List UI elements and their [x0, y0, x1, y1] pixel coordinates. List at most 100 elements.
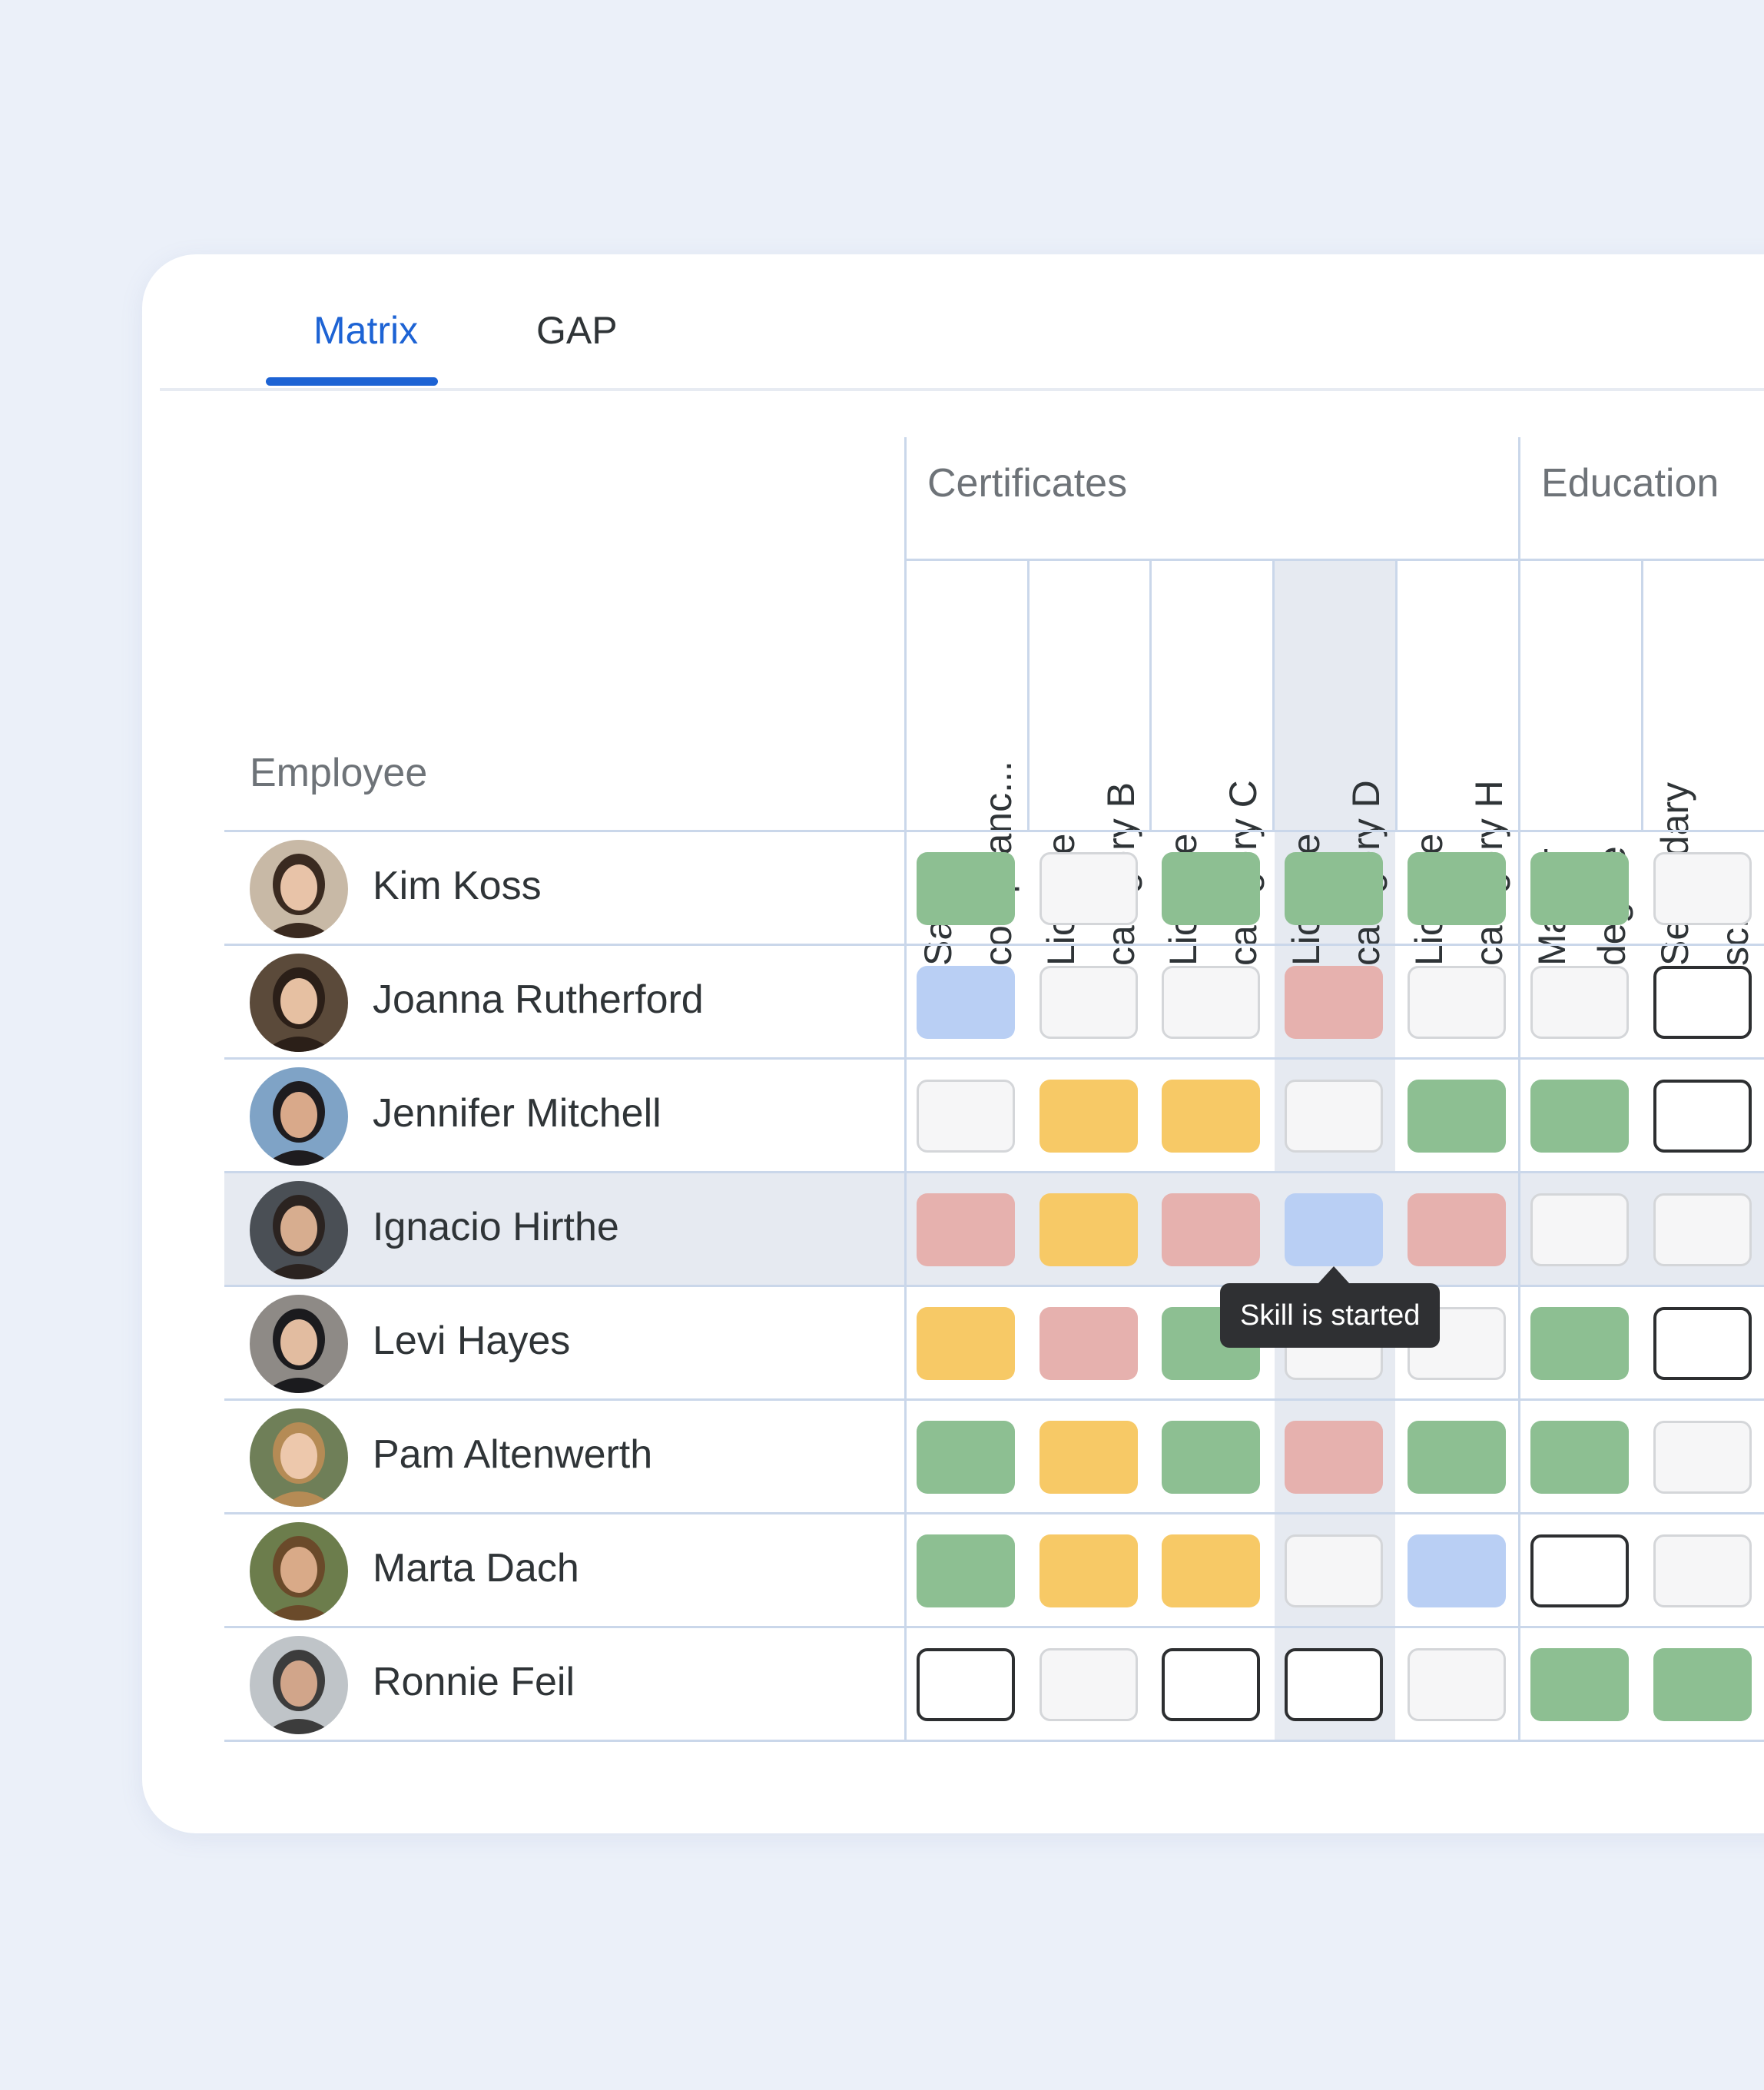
skill-cell-yellow[interactable] — [1162, 1080, 1260, 1153]
employee-name[interactable]: Marta Dach — [373, 1546, 579, 1591]
column-header: License category B — [1030, 559, 1152, 966]
row-divider — [224, 1512, 1764, 1514]
skill-cell-empty[interactable] — [1653, 852, 1752, 925]
group-header-certificates: Certificates — [927, 461, 1128, 506]
skill-cell-green[interactable] — [917, 1421, 1015, 1494]
skill-cell-yellow[interactable] — [1040, 1080, 1138, 1153]
skill-cell-green[interactable] — [1162, 1421, 1260, 1494]
skill-cell-green[interactable] — [1530, 1080, 1629, 1153]
skill-cell-green[interactable] — [1285, 852, 1383, 925]
skill-cell-yellow[interactable] — [1040, 1193, 1138, 1266]
row-divider — [224, 1398, 1764, 1401]
skill-cell-blue[interactable] — [1408, 1534, 1506, 1607]
skill-cell-outline[interactable] — [1530, 1534, 1629, 1607]
skill-cell-outline[interactable] — [1285, 1648, 1383, 1721]
skill-cell-empty[interactable] — [1285, 1534, 1383, 1607]
employee-name[interactable]: Ignacio Hirthe — [373, 1205, 619, 1249]
avatar-photo — [250, 1181, 348, 1279]
row-divider — [224, 1171, 1764, 1173]
tooltip-arrow — [1318, 1266, 1349, 1283]
skill-cell-yellow[interactable] — [1162, 1534, 1260, 1607]
skill-cell-outline[interactable] — [1653, 1307, 1752, 1380]
skill-cell-red[interactable] — [1285, 966, 1383, 1039]
table-header-divider — [224, 830, 1764, 832]
skill-cell-empty[interactable] — [1530, 1193, 1629, 1266]
skill-cell-green[interactable] — [1653, 1648, 1752, 1721]
column-header: License category D — [1275, 559, 1398, 966]
column-header-label-wrap: License category B — [1030, 712, 1152, 989]
skill-cell-red[interactable] — [1408, 1193, 1506, 1266]
column-header-label-wrap: License category C — [1152, 712, 1275, 989]
skill-cell-empty[interactable] — [1408, 966, 1506, 1039]
skill-cell-green[interactable] — [1530, 1307, 1629, 1380]
skill-cell-red[interactable] — [917, 1193, 1015, 1266]
employee-avatar — [250, 1522, 348, 1621]
employee-avatar — [250, 1181, 348, 1279]
skill-cell-green[interactable] — [1408, 852, 1506, 925]
employee-name[interactable]: Joanna Rutherford — [373, 977, 704, 1022]
employee-avatar — [250, 840, 348, 938]
group-divider — [1518, 437, 1520, 1742]
skill-cell-yellow[interactable] — [1040, 1534, 1138, 1607]
tab-gap[interactable]: GAP — [536, 309, 618, 352]
employee-name[interactable]: Kim Koss — [373, 864, 542, 908]
employee-avatar — [250, 1408, 348, 1507]
column-header-label-wrap: Secondary school — [1643, 712, 1764, 989]
skill-cell-empty[interactable] — [1162, 966, 1260, 1039]
row-divider — [224, 1740, 1764, 1742]
row-divider — [224, 1057, 1764, 1060]
skill-cell-empty[interactable] — [1040, 852, 1138, 925]
skill-cell-blue[interactable] — [1285, 1193, 1383, 1266]
skill-cell-green[interactable] — [917, 852, 1015, 925]
skill-cell-green[interactable] — [1408, 1080, 1506, 1153]
skill-cell-empty[interactable] — [1040, 1648, 1138, 1721]
skill-cell-empty[interactable] — [1653, 1193, 1752, 1266]
skill-cell-outline[interactable] — [917, 1648, 1015, 1721]
skill-cell-empty[interactable] — [917, 1080, 1015, 1153]
skill-cell-outline[interactable] — [1162, 1648, 1260, 1721]
skill-cell-empty[interactable] — [1040, 966, 1138, 1039]
skill-cell-green[interactable] — [1408, 1421, 1506, 1494]
skill-cell-red[interactable] — [1040, 1307, 1138, 1380]
tab-matrix[interactable]: Matrix — [313, 309, 419, 352]
skill-cell-outline[interactable] — [1653, 966, 1752, 1039]
employee-avatar — [250, 954, 348, 1052]
skill-cell-outline[interactable] — [1653, 1080, 1752, 1153]
column-header: Secondary school — [1643, 559, 1764, 966]
skill-cell-red[interactable] — [1285, 1421, 1383, 1494]
column-divider — [1149, 559, 1152, 832]
skill-cell-yellow[interactable] — [1040, 1421, 1138, 1494]
skill-cell-empty[interactable] — [1653, 1534, 1752, 1607]
column-divider — [1641, 559, 1643, 832]
skill-cell-green[interactable] — [1530, 1421, 1629, 1494]
skill-cell-red[interactable] — [1162, 1193, 1260, 1266]
employee-name[interactable]: Levi Hayes — [373, 1319, 571, 1363]
skill-cell-empty[interactable] — [1408, 1648, 1506, 1721]
avatar-photo — [250, 1067, 348, 1166]
skill-cell-empty[interactable] — [1530, 966, 1629, 1039]
skill-cell-empty[interactable] — [1653, 1421, 1752, 1494]
group-header-divider — [904, 559, 1764, 561]
column-divider — [1272, 559, 1275, 832]
column-header: Master degree — [1520, 559, 1643, 966]
skill-cell-green[interactable] — [1530, 852, 1629, 925]
skill-cell-green[interactable] — [917, 1534, 1015, 1607]
employee-name[interactable]: Pam Altenwerth — [373, 1432, 653, 1477]
tooltip: Skill is started — [1220, 1283, 1441, 1348]
column-header-label-wrap: Safety complianc... — [907, 712, 1030, 989]
skill-cell-empty[interactable] — [1285, 1080, 1383, 1153]
skill-cell-green[interactable] — [1162, 852, 1260, 925]
avatar-photo — [250, 1408, 348, 1507]
avatar-photo — [250, 840, 348, 938]
skill-cell-green[interactable] — [1530, 1648, 1629, 1721]
employee-name[interactable]: Ronnie Feil — [373, 1660, 575, 1704]
row-divider — [224, 1626, 1764, 1628]
column-header: Safety complianc... — [907, 559, 1030, 966]
employee-name[interactable]: Jennifer Mitchell — [373, 1091, 662, 1136]
employee-avatar — [250, 1295, 348, 1393]
skill-cell-blue[interactable] — [917, 966, 1015, 1039]
skill-cell-yellow[interactable] — [917, 1307, 1015, 1380]
column-header-label-wrap: License category D — [1275, 712, 1398, 989]
group-divider — [904, 437, 907, 1742]
avatar-photo — [250, 1636, 348, 1734]
